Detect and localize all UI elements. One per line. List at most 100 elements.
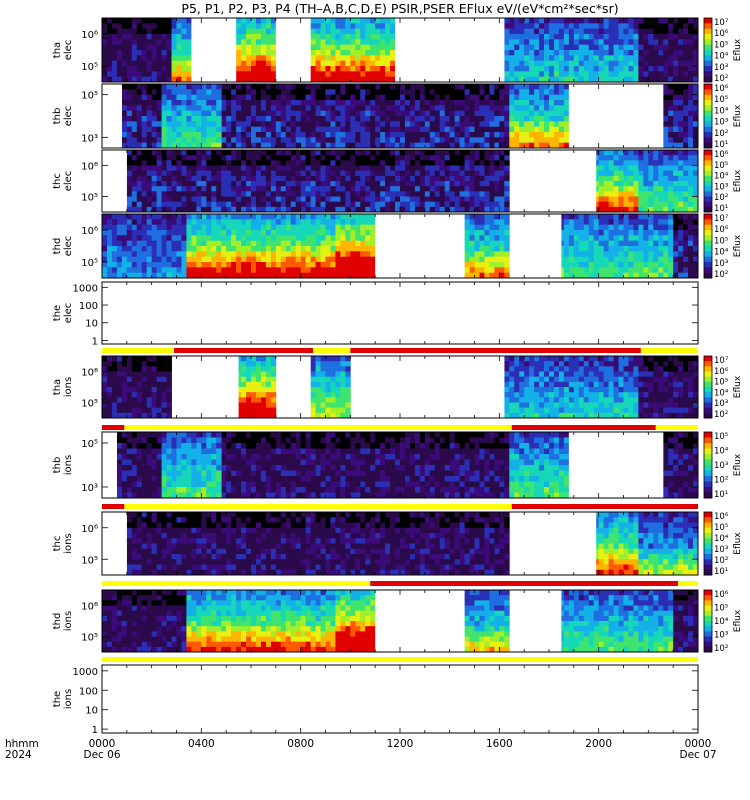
spectrogram-cell bbox=[236, 76, 242, 83]
spectrogram-cell bbox=[648, 39, 654, 46]
spectrogram-cell bbox=[265, 55, 272, 62]
spectrogram-cell bbox=[663, 50, 669, 56]
spectrogram-cell bbox=[424, 121, 431, 128]
spectrogram-cell bbox=[429, 160, 436, 166]
spectrogram-cell bbox=[469, 126, 475, 133]
spectrogram-cell bbox=[563, 116, 570, 122]
spectrogram-cell bbox=[251, 44, 257, 51]
spectrogram-cell bbox=[648, 23, 654, 30]
spectrogram-cell bbox=[295, 246, 302, 252]
spectrogram-cell bbox=[131, 201, 138, 208]
spectrogram-cell bbox=[280, 165, 287, 172]
spectrogram-cell bbox=[558, 84, 565, 90]
spectrogram-cell bbox=[345, 137, 351, 144]
spectrogram-cell bbox=[573, 251, 580, 258]
spectrogram-cell bbox=[618, 50, 624, 56]
spectrogram-cell bbox=[375, 55, 381, 62]
spectrogram-cell bbox=[568, 251, 575, 258]
spectrogram-cell bbox=[131, 235, 138, 242]
spectrogram-cell bbox=[514, 18, 520, 24]
spectrogram-cell bbox=[673, 262, 679, 268]
spectrogram-cell bbox=[221, 191, 227, 197]
spectrogram-cell bbox=[300, 251, 307, 258]
spectrogram-cell bbox=[529, 105, 535, 112]
spectrogram-cell bbox=[668, 132, 674, 138]
spectrogram-cell bbox=[419, 126, 426, 133]
spectrogram-cell bbox=[638, 186, 644, 192]
spectrogram-cell bbox=[678, 262, 684, 268]
spectrogram-cell bbox=[693, 71, 699, 78]
spectrogram-cell bbox=[558, 262, 565, 268]
spectrogram-cell bbox=[270, 206, 277, 213]
spectrogram-cell bbox=[474, 181, 480, 187]
spectrogram-cell bbox=[186, 116, 192, 122]
spectrogram-cell bbox=[181, 262, 187, 268]
spectrogram-cell bbox=[151, 196, 158, 203]
spectrogram-cell bbox=[375, 50, 381, 56]
spectrogram-cell bbox=[141, 219, 148, 226]
spectrogram-cell bbox=[265, 246, 272, 252]
spectrogram-cell bbox=[106, 235, 113, 242]
spectrogram-cell bbox=[320, 105, 326, 112]
spectrogram-cell bbox=[355, 191, 361, 197]
spectrogram-cell bbox=[246, 34, 252, 40]
spectrogram-cell bbox=[375, 60, 381, 67]
spectrogram-cell bbox=[265, 186, 272, 192]
spectrogram-cell bbox=[489, 137, 495, 144]
spectrogram-cell bbox=[176, 55, 182, 62]
spectrogram-cell bbox=[315, 246, 321, 252]
spectrogram-cell bbox=[673, 89, 679, 96]
spectrogram-cell bbox=[414, 142, 421, 149]
spectrogram-cell bbox=[648, 60, 654, 67]
spectrogram-cell bbox=[479, 100, 485, 106]
spectrogram-cell bbox=[360, 110, 366, 117]
spectrogram-cell bbox=[380, 23, 386, 30]
spectrogram-cell bbox=[255, 121, 262, 128]
spectrogram-cell bbox=[330, 214, 336, 220]
spectrogram-cell bbox=[653, 160, 659, 166]
spectrogram-cell bbox=[489, 84, 495, 90]
spectrogram-cell bbox=[370, 84, 376, 90]
spectrogram-cell bbox=[643, 175, 649, 182]
spectrogram-cell bbox=[270, 214, 277, 220]
spectrogram-cell bbox=[365, 94, 371, 101]
spectrogram-cell bbox=[310, 191, 316, 197]
spectrogram-cell bbox=[141, 66, 148, 72]
spectrogram-cell bbox=[102, 251, 108, 258]
spectrogram-cell bbox=[265, 251, 272, 258]
colorbar-swatch bbox=[704, 160, 712, 166]
spectrogram-cell bbox=[618, 206, 624, 213]
spectrogram-cell bbox=[340, 191, 346, 197]
spectrogram-cell bbox=[265, 28, 272, 35]
spectrogram-cell bbox=[683, 246, 689, 252]
spectrogram-cell bbox=[578, 71, 585, 78]
spectrogram-cell bbox=[693, 94, 699, 101]
y-tick-label: 10⁵ bbox=[81, 62, 98, 73]
spectrogram-cell bbox=[519, 121, 525, 128]
spectrogram-cell bbox=[534, 44, 540, 51]
spectrogram-cell bbox=[509, 137, 515, 144]
spectrogram-cell bbox=[111, 76, 118, 83]
spectrogram-cell bbox=[320, 100, 326, 106]
spectrogram-cell bbox=[573, 71, 580, 78]
spectrogram-cell bbox=[216, 175, 222, 182]
spectrogram-cell bbox=[131, 267, 138, 274]
spectrogram-cell bbox=[608, 219, 614, 226]
spectrogram-cell bbox=[419, 89, 426, 96]
spectrogram-cell bbox=[156, 256, 162, 263]
spectrogram-cell bbox=[489, 214, 495, 220]
spectrogram-cell bbox=[176, 170, 182, 177]
spectrogram-cell bbox=[414, 201, 421, 208]
spectrogram-cell bbox=[290, 105, 297, 112]
spectrogram-cell bbox=[648, 251, 654, 258]
spectrogram-cell bbox=[603, 34, 609, 40]
spectrogram-cell bbox=[688, 224, 694, 231]
spectrogram-cell bbox=[275, 219, 282, 226]
spectrogram-cell bbox=[236, 71, 242, 78]
spectrogram-cell bbox=[161, 175, 167, 182]
spectrogram-cell bbox=[529, 18, 535, 24]
spectrogram-cell bbox=[663, 84, 669, 90]
spectrogram-cell bbox=[255, 201, 262, 208]
spectrogram-cell bbox=[335, 94, 341, 101]
spectrogram-cell bbox=[335, 116, 341, 122]
